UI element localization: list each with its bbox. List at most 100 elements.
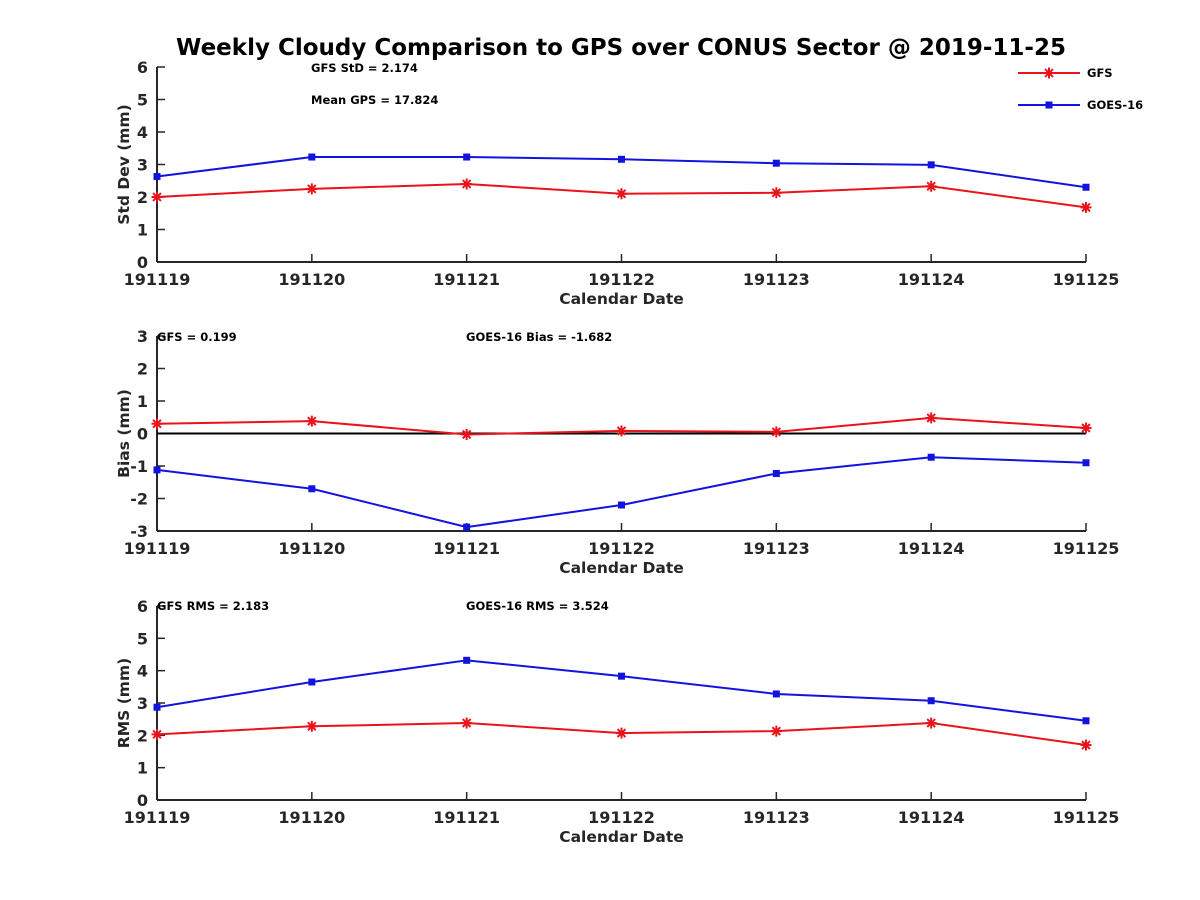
data-point-goes-16 [772, 159, 780, 167]
data-point-gfs [925, 412, 937, 424]
legend-marker [1043, 67, 1055, 79]
x-tick-label: 191119 [124, 539, 191, 558]
data-point-goes-16 [618, 155, 625, 163]
x-tick-label: 191119 [124, 270, 191, 289]
x-tick-label: 191121 [433, 808, 500, 827]
x-tick-label: 191124 [898, 539, 965, 558]
subplot-stddev: 0 1 2 3 4 5 6 191119 191120 191121 191122 191123 191… [115, 58, 1119, 308]
data-point-goes-16 [618, 672, 625, 680]
series-gfs [151, 717, 1092, 751]
x-tick-label: 191119 [124, 808, 191, 827]
series-goes-16 [153, 153, 1090, 191]
y-tick-label: 1 [137, 392, 148, 411]
y-axis-label: Std Dev (mm) [115, 104, 133, 224]
data-point-goes-16 [927, 697, 935, 705]
data-point-gfs [925, 717, 937, 729]
y-tick-label: 6 [137, 58, 148, 77]
data-point-gfs [306, 720, 318, 732]
x-tick-label: 191123 [743, 808, 810, 827]
data-point-goes-16 [463, 523, 471, 531]
y-tick-label: 3 [137, 694, 148, 713]
stat-annotation: GFS StD = 2.174 [311, 61, 418, 75]
subplot-bias: -3 -2 -1 0 1 2 3 191119 191120 191121 191122 191123… [115, 327, 1119, 577]
data-point-gfs [461, 717, 473, 729]
y-tick-label: 1 [137, 221, 148, 240]
data-point-goes-16 [153, 703, 161, 711]
y-tick-label: 2 [137, 360, 148, 379]
y-tick-label: 1 [137, 759, 148, 778]
y-tick-label: -3 [130, 522, 148, 541]
series-line-goes-16 [156, 456, 1087, 529]
data-point-goes-16 [153, 466, 161, 474]
data-point-goes-16 [772, 469, 780, 477]
x-axis-label: Calendar Date [559, 828, 684, 846]
stat-annotation: GFS = 0.199 [157, 330, 237, 344]
legend-label: GOES-16 [1087, 98, 1143, 112]
data-point-goes-16 [927, 453, 935, 461]
series-goes-16 [153, 656, 1090, 725]
data-point-goes-16 [1082, 717, 1090, 725]
data-point-gfs [1080, 422, 1092, 434]
y-tick-label: 2 [137, 726, 148, 745]
x-tick-label: 191124 [898, 270, 965, 289]
y-tick-label: -1 [130, 457, 148, 476]
series-goes-16 [153, 453, 1090, 531]
y-tick-label: 4 [137, 662, 148, 681]
x-tick-label: 191125 [1053, 539, 1120, 558]
x-tick-label: 191125 [1053, 270, 1120, 289]
figure-title: Weekly Cloudy Comparison to GPS over CON… [176, 35, 1066, 61]
legend-entry-gfs: GFS [1018, 66, 1113, 80]
x-axis-label: Calendar Date [559, 290, 684, 308]
y-tick-label: 0 [137, 425, 148, 444]
data-point-goes-16 [308, 678, 316, 686]
x-tick-label: 191121 [433, 539, 500, 558]
data-point-gfs [151, 418, 163, 430]
x-tick-label: 191123 [743, 270, 810, 289]
data-point-goes-16 [463, 153, 471, 161]
series-gfs [151, 178, 1092, 213]
data-point-gfs [925, 180, 937, 192]
y-tick-label: -2 [130, 490, 148, 509]
x-tick-label: 191123 [743, 539, 810, 558]
data-point-gfs [306, 183, 318, 195]
data-point-gfs [461, 178, 473, 190]
data-point-goes-16 [308, 153, 316, 161]
x-tick-label: 191124 [898, 808, 965, 827]
y-axis-label: RMS (mm) [115, 658, 133, 748]
x-tick-label: 191120 [278, 270, 345, 289]
data-point-gfs [616, 727, 627, 739]
data-point-gfs [616, 425, 627, 437]
legend-label: GFS [1087, 66, 1113, 80]
x-tick-label: 191122 [588, 539, 655, 558]
x-tick-label: 191120 [278, 808, 345, 827]
stat-annotation: GOES-16 Bias = -1.682 [466, 330, 612, 344]
legend-marker [1045, 101, 1053, 109]
data-point-gfs [461, 428, 473, 440]
y-tick-label: 0 [137, 253, 148, 272]
y-tick-label: 2 [137, 188, 148, 207]
y-tick-label: 5 [137, 91, 148, 110]
y-tick-label: 6 [137, 597, 148, 616]
data-point-gfs [151, 191, 163, 203]
data-point-gfs [616, 188, 627, 200]
data-point-gfs [151, 728, 163, 740]
y-tick-label: 5 [137, 629, 148, 648]
data-point-gfs [770, 426, 782, 438]
x-axis-label: Calendar Date [559, 559, 684, 577]
data-point-goes-16 [927, 161, 935, 169]
data-point-gfs [1080, 739, 1092, 751]
x-tick-label: 191125 [1053, 808, 1120, 827]
data-point-gfs [306, 415, 318, 427]
data-point-gfs [1080, 201, 1092, 213]
x-tick-label: 191120 [278, 539, 345, 558]
data-point-goes-16 [1082, 183, 1090, 191]
data-point-goes-16 [1082, 459, 1090, 467]
data-point-goes-16 [618, 501, 625, 509]
series-gfs [151, 412, 1092, 440]
stat-annotation: Mean GPS = 17.824 [311, 93, 438, 107]
legend-entry-goes-16: GOES-16 [1018, 98, 1143, 112]
subplots-container: 0 1 2 3 4 5 6 191119 191120 191121 191122 191123 191… [115, 58, 1119, 846]
x-tick-label: 191122 [588, 808, 655, 827]
stat-annotation: GFS RMS = 2.183 [157, 599, 269, 613]
